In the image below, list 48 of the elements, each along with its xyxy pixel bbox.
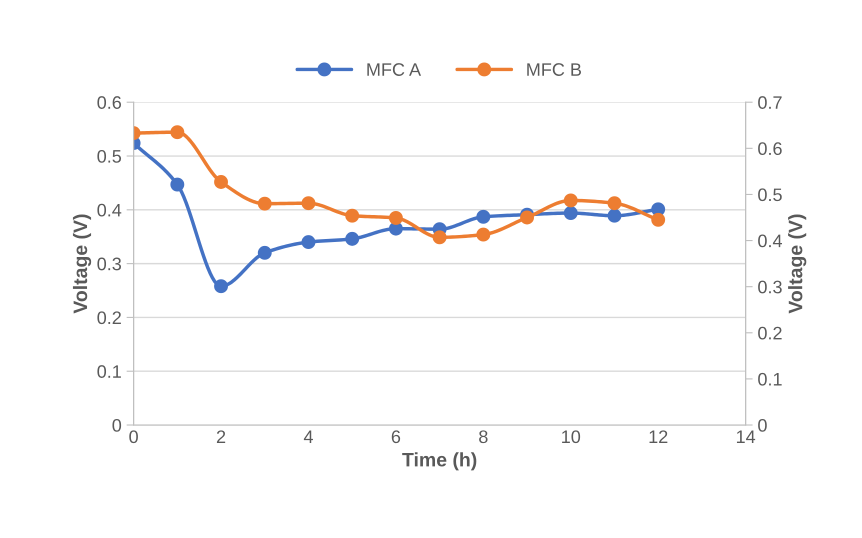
y2-tick-label: 0.6 <box>758 142 782 156</box>
y-axis-title: Voltage (V) <box>72 214 92 314</box>
x-tick-label: 2 <box>216 430 226 443</box>
y2-tick-label: 0.5 <box>758 188 782 202</box>
legend-label: MFC B <box>527 63 582 76</box>
y2-tick-label: 0.1 <box>758 372 782 386</box>
point <box>564 194 578 208</box>
point <box>302 235 316 250</box>
point <box>476 210 490 224</box>
y2-tick-label: 0.2 <box>758 326 782 340</box>
x-tick-label: 8 <box>479 430 488 444</box>
y-tick-label: 0.5 <box>97 150 122 163</box>
point <box>258 196 272 211</box>
point <box>520 210 534 224</box>
point <box>214 175 228 189</box>
x-tick-label: 4 <box>304 430 313 443</box>
legend-label: MFC A <box>367 63 422 76</box>
point <box>476 228 490 242</box>
point <box>258 246 272 260</box>
x-axis-title: Time (h) <box>402 452 476 470</box>
y-tick-label: 0.3 <box>97 258 122 270</box>
y2-tick-label: 0.7 <box>758 96 782 109</box>
point <box>214 279 228 294</box>
y-tick-label: 0.4 <box>97 204 122 217</box>
point <box>170 178 184 192</box>
point <box>170 125 184 140</box>
y2-axis-title: Voltage (V) <box>788 214 806 314</box>
y2-tick-label: 0.3 <box>758 280 782 294</box>
point <box>608 196 622 210</box>
y2-tick-label: 0 <box>758 418 767 432</box>
point <box>345 208 360 223</box>
point <box>651 212 666 227</box>
x-tick-label: 12 <box>650 430 668 443</box>
point <box>302 196 316 210</box>
x-tick-label: 6 <box>392 430 400 444</box>
point <box>388 211 403 225</box>
y-tick-label: 0.1 <box>97 365 121 378</box>
y-tick-label: 0.6 <box>97 96 122 109</box>
point <box>432 230 447 244</box>
y-tick-label: 0 <box>112 418 122 432</box>
x-tick-label: 0 <box>129 430 138 444</box>
y2-tick-label: 0.4 <box>758 234 782 248</box>
point <box>608 208 622 223</box>
point <box>564 206 578 220</box>
y-tick-label: 0.2 <box>97 311 121 324</box>
x-tick-label: 10 <box>562 430 580 444</box>
point <box>345 232 360 246</box>
x-tick-label: 14 <box>736 430 756 443</box>
